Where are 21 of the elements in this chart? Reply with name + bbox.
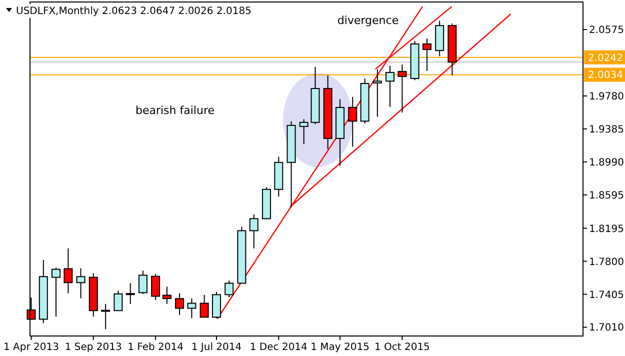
ref-line-label: 2.0242: [588, 52, 623, 64]
y-tick-label: 1.8990: [589, 157, 624, 168]
chart-title: USDLFX,Monthly 2.0623 2.0647 2.0026 2.0185: [16, 6, 252, 17]
y-tick-label: 1.7010: [589, 322, 624, 334]
ref-line-label: 2.0034: [588, 70, 623, 82]
x-tick-label: 1 Oct 2015: [374, 342, 430, 353]
y-tick-label: 1.9780: [589, 91, 624, 102]
y-tick-label: 1.9385: [589, 124, 624, 136]
annotation: bearish failure: [135, 104, 215, 117]
x-tick-label: 1 Dec 2014: [250, 342, 308, 353]
y-tick-label: 1.7800: [589, 256, 624, 268]
x-tick-label: 1 Jul 2014: [191, 342, 242, 353]
y-tick-label: 1.7405: [589, 290, 624, 301]
x-tick-label: 1 May 2015: [310, 342, 370, 353]
x-tick-label: 1 Apr 2013: [3, 342, 59, 353]
x-tick-label: 1 Feb 2014: [128, 342, 184, 353]
y-tick-label: 2.0575: [589, 25, 624, 36]
y-tick-label: 1.8195: [589, 224, 624, 235]
y-tick-label: 1.8595: [589, 190, 624, 202]
x-tick-label: 1 Sep 2013: [64, 342, 122, 353]
annotation: divergence: [337, 14, 399, 27]
